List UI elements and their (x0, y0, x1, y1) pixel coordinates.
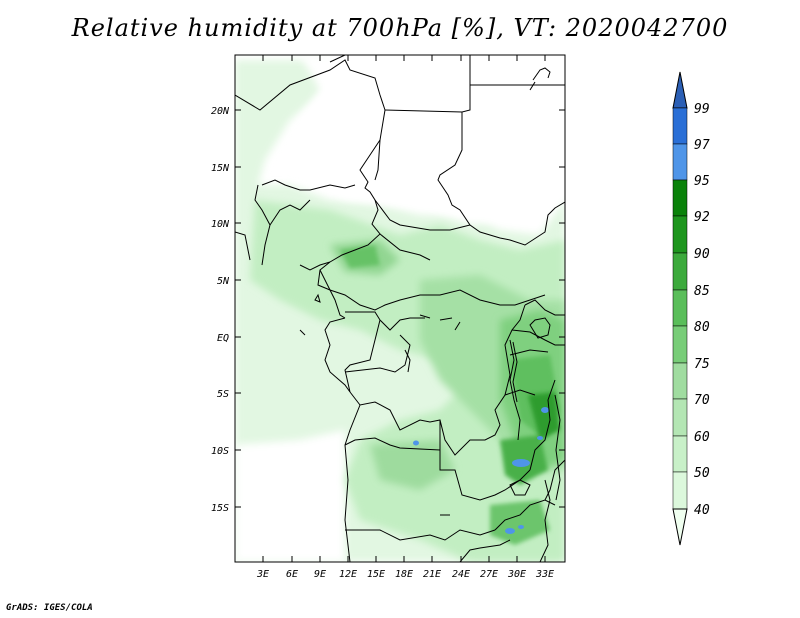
country-borders (235, 55, 565, 562)
colorbar (672, 71, 688, 546)
map-frame (234, 54, 566, 563)
lat-label: 15N (211, 163, 230, 174)
colorbar-swatch-60 (672, 398, 688, 437)
colorbar-swatch-85 (672, 252, 688, 291)
rh-spot-97b (541, 407, 549, 413)
humidity-field (235, 55, 565, 562)
colorbar-top-arrow (672, 71, 688, 109)
colorbar-label: 97 (694, 138, 710, 153)
colorbar-swatch-70 (672, 362, 688, 400)
colorbar-label: 75 (694, 357, 710, 372)
colorbar-label: 92 (694, 210, 710, 225)
rh-spot-97f (537, 436, 543, 440)
colorbar-labels: 99 97 95 92 90 85 80 75 70 60 50 40 (694, 102, 710, 518)
footer-credit: GrADS: IGES/COLA (6, 603, 93, 613)
colorbar-label: 90 (694, 247, 710, 262)
colorbar-label: 80 (694, 320, 710, 335)
colorbar-swatch-97 (672, 107, 688, 145)
colorbar-label: 40 (694, 503, 710, 518)
lat-label: 10S (211, 446, 229, 457)
colorbar-swatch-40 (672, 471, 688, 510)
colorbar-swatch-75 (672, 325, 688, 364)
chart-title: Relative humidity at 700hPa [%], VT: 202… (71, 14, 729, 42)
rh-clear-atlantic (235, 430, 345, 562)
lat-label: 15S (211, 503, 229, 514)
rh-shade-85c (340, 245, 380, 268)
longitude-labels: 3E 6E 9E 12E 15E 18E 21E 24E 27E 30E 33E (256, 569, 554, 580)
lon-label: 27E (480, 569, 498, 580)
lon-label: 3E (256, 569, 269, 580)
lon-label: 18E (395, 569, 413, 580)
colorbar-swatch-90 (672, 215, 688, 254)
latitude-labels: 20N 15N 10N 5N EQ 5S 10S 15S (211, 106, 230, 514)
rh-spot-97e (518, 525, 524, 529)
colorbar-label: 70 (694, 393, 710, 408)
lon-label: 21E (423, 569, 441, 580)
colorbar-swatch-95 (672, 143, 688, 181)
colorbar-label: 99 (694, 102, 710, 117)
lat-label: 5S (217, 389, 229, 400)
map-ticks (235, 55, 565, 562)
colorbar-bottom-arrow (672, 508, 688, 546)
lat-label: 10N (211, 219, 230, 230)
rh-shade-75b (370, 440, 455, 490)
colorbar-label: 95 (694, 174, 710, 189)
colorbar-swatch-80 (672, 289, 688, 327)
rh-spot-97c (413, 440, 419, 446)
rh-spot-97d (505, 528, 515, 534)
lon-label: 12E (339, 569, 357, 580)
lon-label: 33E (535, 569, 554, 580)
lon-label: 30E (507, 569, 526, 580)
rh-shade-85b (490, 500, 550, 545)
rh-shade-92 (528, 392, 560, 440)
lon-label: 24E (452, 569, 470, 580)
colorbar-label: 50 (694, 466, 710, 481)
rh-clear-sahara (300, 55, 565, 235)
lat-label: 20N (211, 106, 230, 117)
colorbar-label: 85 (694, 284, 710, 299)
colorbar-swatch-50 (672, 435, 688, 473)
lon-label: 9E (314, 569, 326, 580)
colorbar-swatch-92 (672, 179, 688, 217)
lat-label: 5N (217, 276, 230, 287)
lon-label: 6E (286, 569, 298, 580)
colorbar-label: 60 (694, 430, 710, 445)
lon-label: 15E (367, 569, 385, 580)
rh-spot-97 (512, 459, 530, 467)
lat-label: EQ (217, 333, 229, 344)
